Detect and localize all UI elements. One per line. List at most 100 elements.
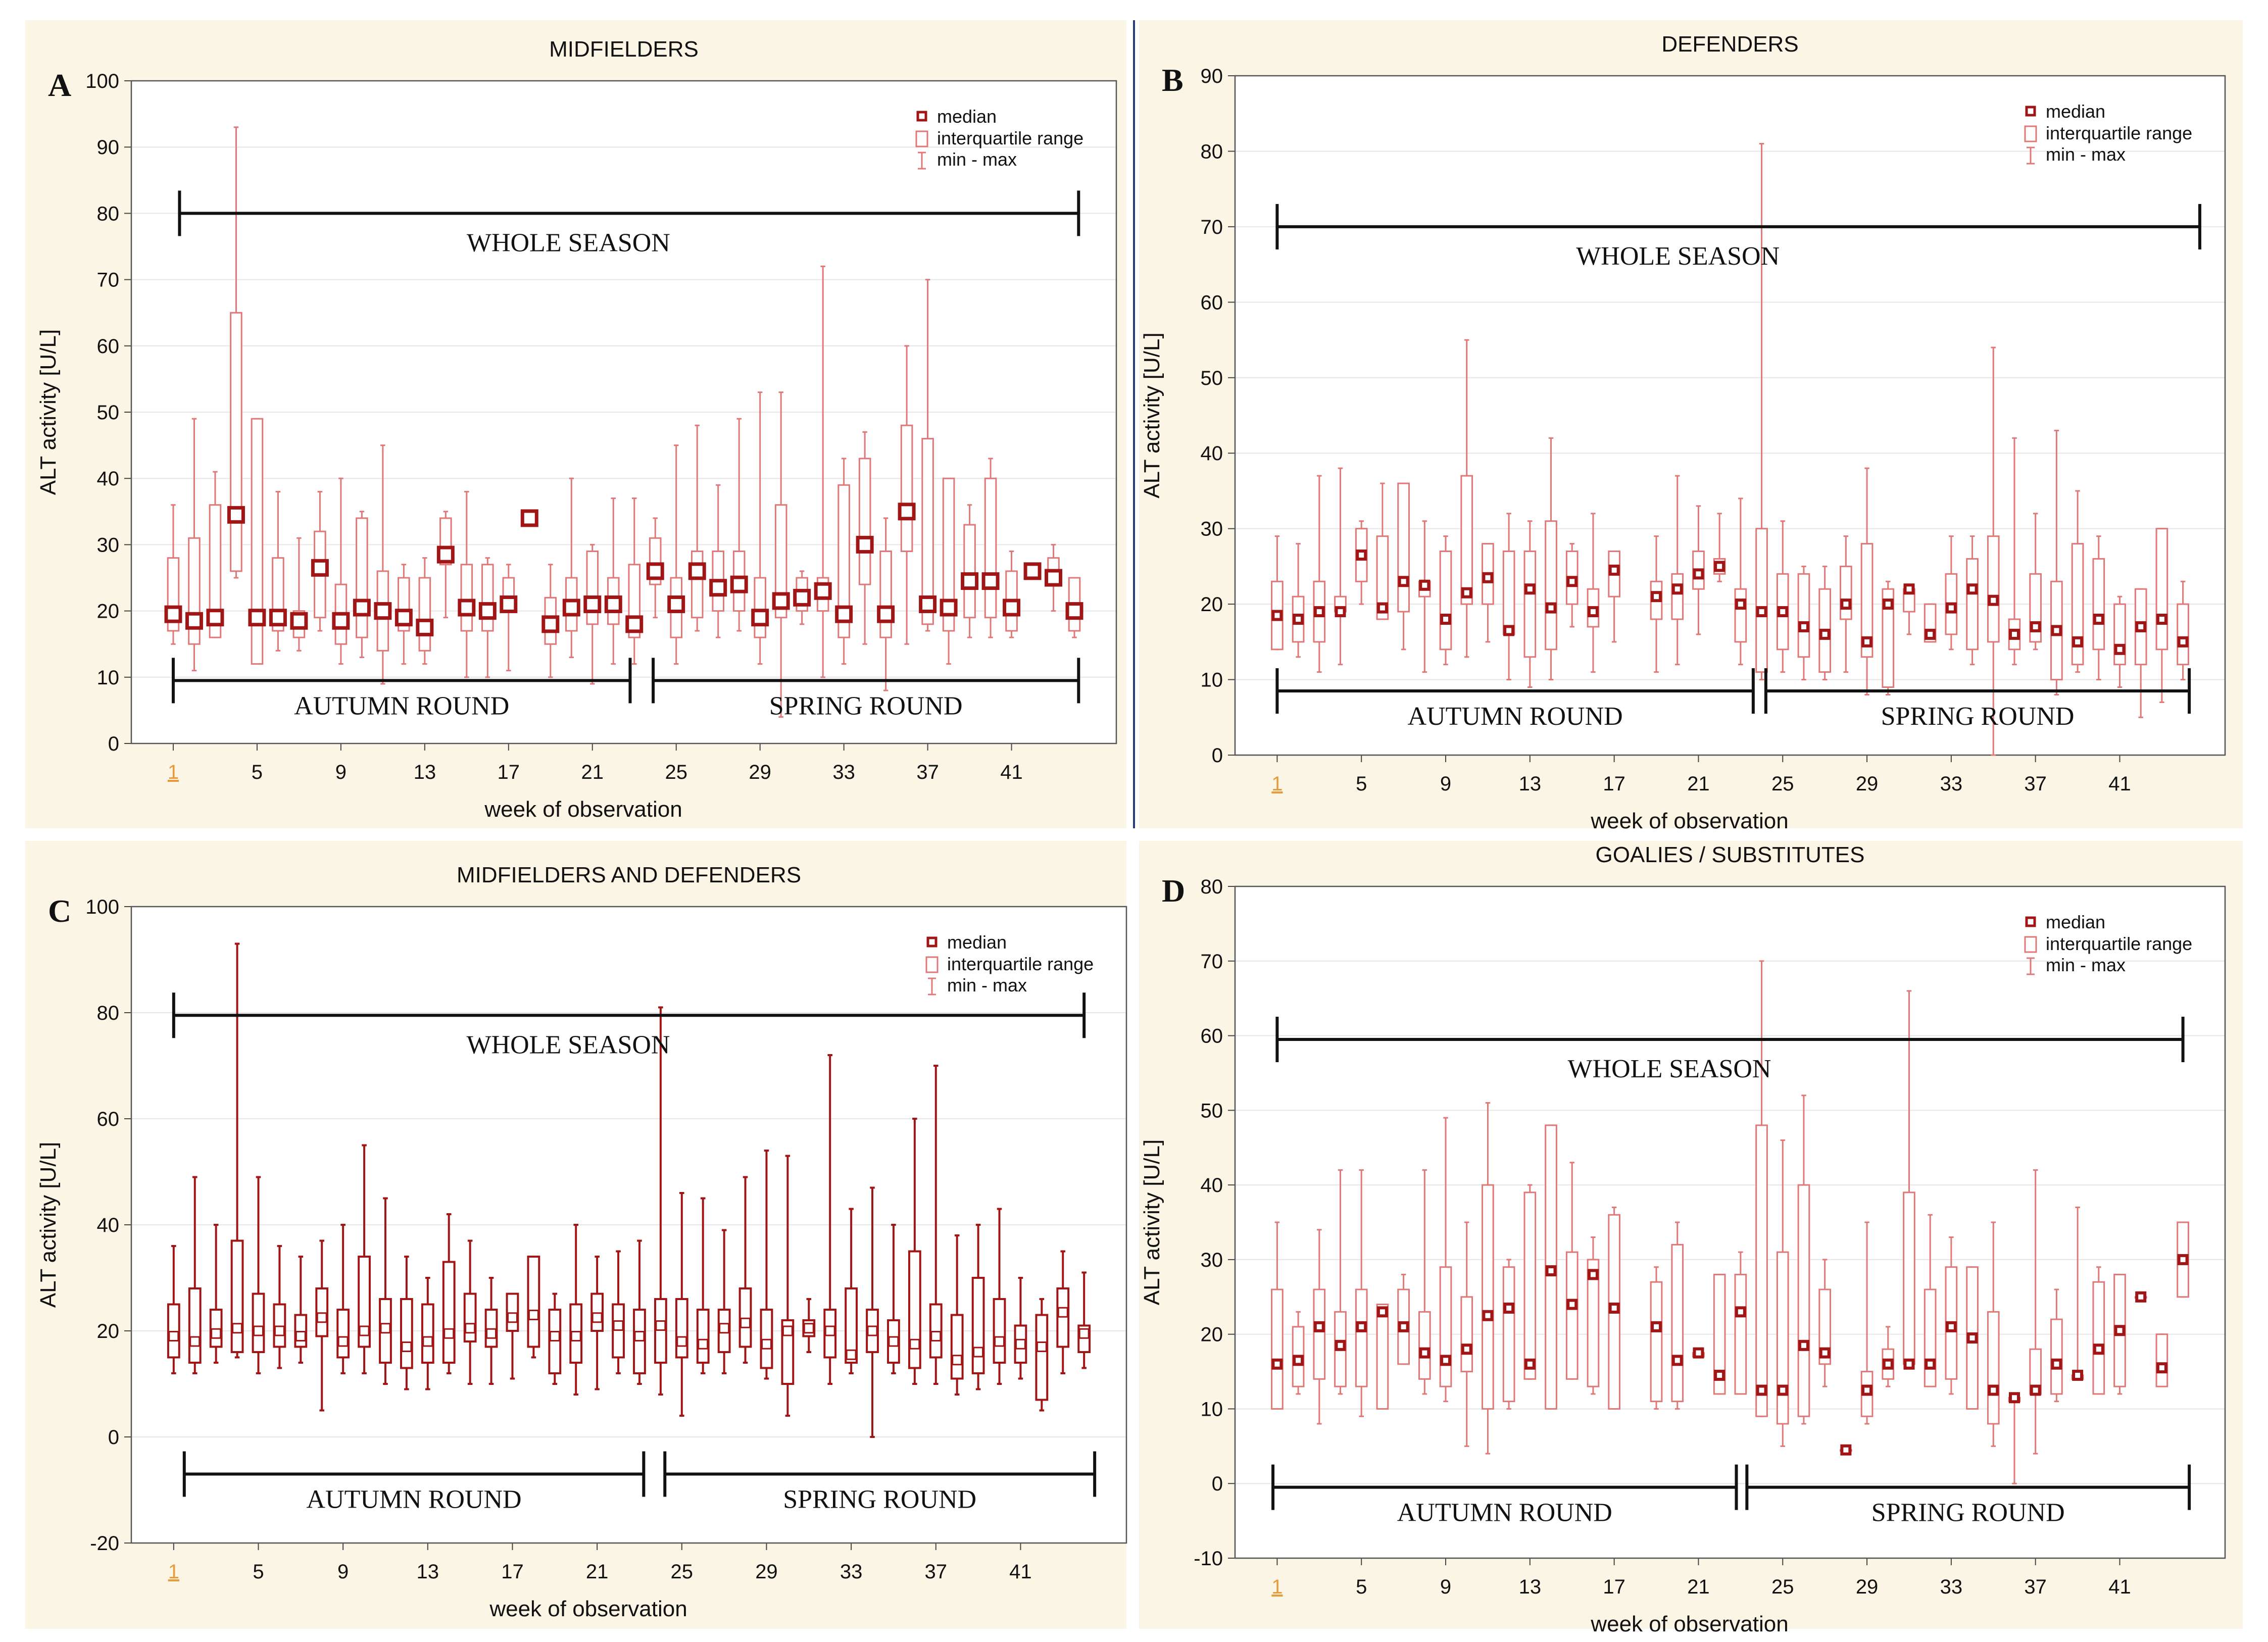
- median-marker: [1693, 1347, 1704, 1359]
- x-tick-label: 21: [1687, 1576, 1710, 1598]
- box-week-19: [1650, 535, 1663, 673]
- box-week-27: [1818, 565, 1832, 681]
- box-week-19: [548, 1292, 562, 1385]
- median-marker: [2093, 614, 2104, 625]
- iqr-box: [1860, 543, 1873, 658]
- y-tick-label: 70: [97, 269, 120, 291]
- legend-range-label: min - max: [947, 975, 1027, 996]
- iqr-box: [2050, 1318, 2063, 1395]
- median-marker: [465, 1323, 476, 1334]
- box-week-26: [688, 424, 706, 632]
- median-marker: [1882, 1358, 1894, 1370]
- y-tick-label: 20: [1201, 1324, 1223, 1346]
- y-tick-label: 30: [1201, 518, 1223, 540]
- x-axis-label: week of observation: [1590, 809, 1788, 833]
- iqr-box: [879, 551, 892, 638]
- season-bar-0: WHOLE SEASON: [1275, 204, 2201, 271]
- median-marker: [1065, 602, 1083, 620]
- box-week-2: [1292, 1311, 1305, 1395]
- median-marker: [1566, 1299, 1578, 1310]
- median-marker: [1671, 583, 1683, 595]
- box-week-24: [1755, 960, 1768, 1417]
- box-week-44: [2177, 1221, 2189, 1298]
- median-marker: [1356, 1321, 1367, 1332]
- iqr-box: [1523, 551, 1537, 658]
- box-week-12: [1502, 1259, 1515, 1410]
- box-week-40: [2092, 535, 2105, 681]
- median-marker: [570, 1331, 581, 1341]
- x-tick-label: 29: [749, 761, 771, 783]
- median-marker: [646, 562, 664, 580]
- box-week-6: [273, 1245, 286, 1369]
- median-marker: [1313, 606, 1325, 618]
- median-marker: [1819, 1347, 1831, 1359]
- box-week-23: [1734, 497, 1747, 666]
- iqr-box: [1460, 475, 1473, 605]
- x-tick-label: 21: [1687, 773, 1710, 795]
- median-marker: [1545, 1265, 1557, 1277]
- box-week-16: [1587, 513, 1600, 673]
- box-week-11: [379, 1197, 392, 1385]
- median-marker: [232, 1323, 243, 1334]
- box-week-7: [1397, 482, 1410, 651]
- median-marker: [185, 612, 203, 630]
- median-marker: [930, 1331, 942, 1341]
- box-week-16: [484, 1277, 498, 1385]
- y-tick-label: 40: [97, 1214, 120, 1236]
- iqr-box: [1776, 1251, 1789, 1425]
- box-week-42: [1035, 1298, 1049, 1412]
- median-marker: [269, 609, 287, 627]
- box-week-43: [1056, 1250, 1070, 1374]
- median-marker: [1777, 1384, 1789, 1396]
- iqr-box: [1671, 573, 1684, 620]
- legend-median-swatch: [926, 936, 938, 948]
- legend-range-label: min - max: [937, 149, 1017, 170]
- iqr-box: [527, 1256, 540, 1348]
- median-marker: [458, 599, 476, 617]
- median-marker: [1608, 564, 1620, 576]
- box-week-26: [1797, 1094, 1810, 1425]
- median-marker: [1777, 606, 1789, 618]
- panel-defenders: 0 10 20 30 40 50 60 70 80 90 1 5 9 13 17 21 25 29 33 37 41 WH…: [1139, 20, 2243, 833]
- y-tick-label: -10: [1194, 1548, 1223, 1570]
- iqr-box: [696, 1309, 710, 1364]
- x-tick-label: 17: [1603, 1576, 1625, 1598]
- x-tick-label: 9: [1440, 773, 1451, 795]
- median-marker: [478, 602, 497, 620]
- median-marker: [2156, 1362, 2167, 1374]
- median-marker: [248, 609, 266, 627]
- median-marker: [353, 599, 371, 617]
- iqr-box: [1755, 1124, 1768, 1417]
- box-week-35: [887, 1224, 900, 1374]
- iqr-box: [971, 1277, 985, 1374]
- box-week-28: [1840, 1444, 1852, 1456]
- box-week-39: [2071, 1206, 2084, 1381]
- box-week-25: [1776, 520, 1789, 673]
- box-week-16: [1587, 1236, 1600, 1395]
- iqr-box: [1502, 551, 1515, 635]
- median-marker: [1903, 583, 1915, 595]
- box-week-12: [400, 1256, 413, 1390]
- season-bar-2: SPRING ROUND: [1764, 668, 2191, 731]
- median-marker: [549, 1331, 560, 1341]
- box-week-14: [436, 511, 455, 619]
- median-marker: [1545, 602, 1557, 614]
- box-week-7: [1397, 1273, 1410, 1365]
- median-marker: [274, 1325, 285, 1336]
- median-marker: [2072, 1369, 2084, 1381]
- season-bar-label: AUTUMN ROUND: [294, 691, 509, 720]
- box-week-8: [1418, 520, 1431, 673]
- iqr-box: [1713, 1273, 1726, 1395]
- iqr-box: [336, 1309, 350, 1359]
- median-marker: [1036, 1341, 1047, 1352]
- median-marker: [290, 612, 308, 630]
- season-bar-1: AUTUMN ROUND: [182, 1451, 646, 1514]
- median-marker: [507, 1312, 518, 1323]
- median-marker: [164, 605, 182, 623]
- season-bar-label: WHOLE SEASON: [1576, 242, 1780, 271]
- box-week-19: [1650, 1266, 1663, 1410]
- median-marker: [1925, 628, 1936, 640]
- median-marker: [2008, 628, 2020, 640]
- box-week-9: [336, 1224, 350, 1374]
